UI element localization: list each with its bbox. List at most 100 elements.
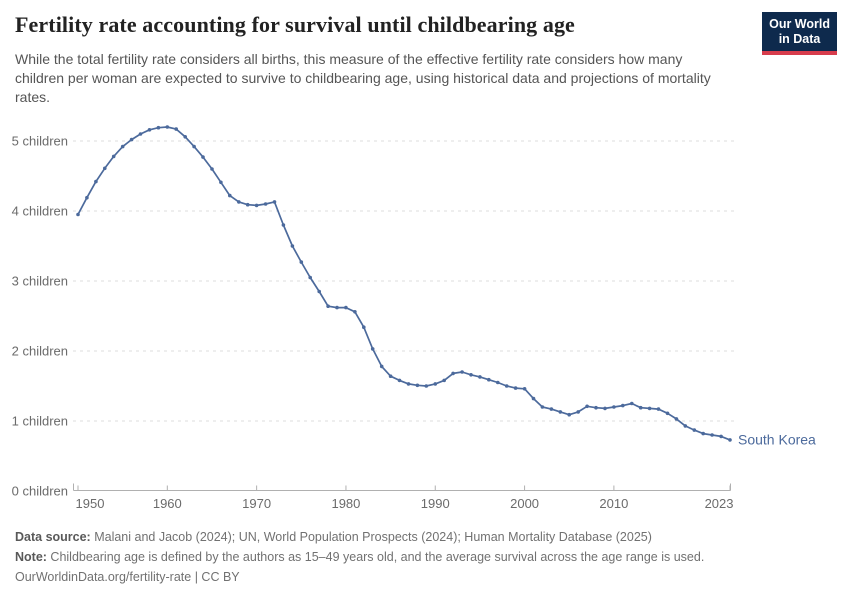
data-point: [147, 128, 152, 132]
data-point: [558, 410, 563, 414]
data-point: [281, 223, 286, 227]
data-source-text: Malani and Jacob (2024); UN, World Popul…: [90, 530, 652, 544]
data-point: [728, 438, 732, 442]
data-point: [379, 364, 384, 369]
data-point: [353, 310, 357, 314]
data-point: [424, 384, 429, 388]
x-tick-label: 2023: [705, 496, 734, 511]
data-point: [469, 373, 473, 377]
data-point: [219, 180, 223, 185]
data-point: [567, 412, 571, 417]
data-point: [603, 406, 607, 411]
x-tick-label: 2010: [599, 496, 628, 511]
data-point: [254, 203, 259, 208]
data-point: [647, 406, 652, 411]
data-point: [612, 405, 616, 409]
y-tick-label: 2 children: [12, 344, 68, 359]
data-point: [138, 132, 143, 136]
owid-logo-line1: Our World: [769, 17, 830, 31]
data-point: [442, 378, 447, 383]
data-point: [406, 382, 411, 386]
owid-logo[interactable]: Our World in Data: [762, 12, 837, 55]
data-point: [621, 403, 625, 408]
data-point: [487, 377, 491, 382]
data-point: [388, 374, 393, 379]
data-point: [415, 383, 420, 388]
series-label: South Korea: [738, 431, 816, 447]
data-point: [496, 380, 500, 385]
x-tick-label: 1960: [153, 496, 182, 511]
data-point: [478, 375, 482, 379]
chart-subtitle: While the total fertility rate considers…: [15, 51, 711, 105]
page-title: Fertility rate accounting for survival u…: [15, 12, 575, 37]
chart-footer: Data source: Malani and Jacob (2024); UN…: [15, 527, 835, 587]
data-point: [129, 137, 134, 142]
credit-line: OurWorldinData.org/fertility-rate | CC B…: [15, 567, 835, 587]
data-point: [326, 304, 330, 309]
data-point: [245, 202, 250, 207]
y-tick-label: 0 children: [12, 484, 68, 499]
credit-divider: |: [191, 570, 202, 584]
data-point: [710, 433, 714, 437]
data-point: [504, 384, 509, 388]
x-tick-label: 1990: [421, 496, 450, 511]
x-tick-label: 1980: [331, 496, 360, 511]
data-point: [183, 135, 187, 139]
data-point: [630, 401, 634, 406]
note-label: Note:: [15, 550, 47, 564]
data-point: [111, 154, 116, 159]
data-point: [460, 370, 464, 374]
data-point: [433, 382, 438, 386]
data-point: [692, 428, 697, 432]
data-point: [451, 371, 455, 376]
data-point: [272, 200, 277, 204]
y-tick-label: 4 children: [12, 204, 68, 219]
x-tick-label: 1970: [242, 496, 271, 511]
data-point: [76, 212, 80, 217]
data-point: [656, 407, 661, 411]
data-point: [683, 424, 688, 428]
x-tick-label: 2000: [510, 496, 539, 511]
data-point: [344, 305, 348, 310]
data-point: [192, 144, 196, 149]
data-point: [674, 417, 679, 421]
data-point: [335, 305, 339, 310]
data-source-line: Data source: Malani and Jacob (2024); UN…: [15, 527, 835, 547]
data-point: [576, 410, 580, 414]
series-line: [77, 126, 731, 441]
data-point: [513, 386, 518, 390]
data-point: [201, 155, 205, 159]
data-point: [531, 396, 536, 401]
data-point: [210, 167, 214, 171]
data-point: [594, 405, 598, 410]
x-tick-label: 1950: [76, 496, 105, 511]
data-point: [120, 144, 125, 149]
data-point: [719, 434, 723, 439]
license-text: CC BY: [201, 570, 240, 584]
data-point: [585, 404, 589, 409]
y-tick-label: 5 children: [12, 134, 68, 149]
note-text: Childbearing age is defined by the autho…: [46, 550, 705, 564]
data-point: [701, 431, 705, 436]
data-point: [290, 244, 295, 248]
note-line: Note: Childbearing age is defined by the…: [15, 547, 835, 567]
data-point: [549, 407, 554, 411]
data-point: [540, 405, 545, 409]
data-point: [103, 166, 107, 171]
data-point: [174, 127, 178, 131]
data-point: [299, 260, 304, 264]
y-tick-label: 1 children: [12, 414, 68, 429]
data-point: [263, 202, 268, 206]
data-point: [85, 195, 89, 200]
y-tick-label: 3 children: [12, 274, 68, 289]
data-point: [370, 347, 375, 351]
owid-logo-line2: in Data: [778, 32, 821, 46]
data-point: [156, 125, 161, 130]
data-point: [237, 200, 241, 204]
data-point: [397, 378, 402, 383]
data-point: [362, 325, 366, 330]
data-point: [522, 387, 527, 391]
owid-url-link[interactable]: OurWorldinData.org/fertility-rate: [15, 570, 192, 584]
